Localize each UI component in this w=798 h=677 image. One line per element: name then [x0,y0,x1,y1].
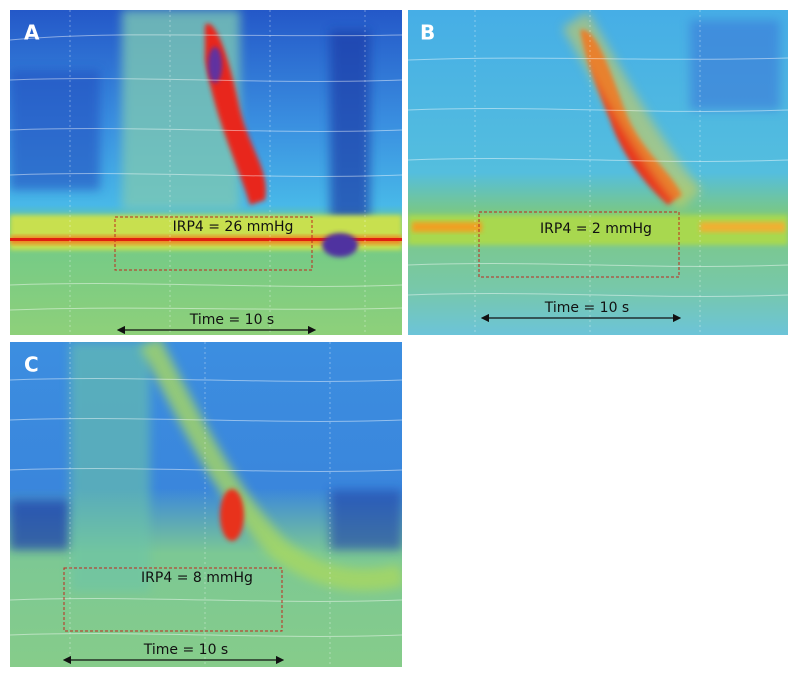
panel-label: A [24,21,40,45]
irp-box [63,567,283,632]
irp-label: IRP4 = 8 mmHg [141,570,253,586]
panel-a [10,10,402,335]
panel-c [10,342,402,667]
irp-label: IRP4 = 26 mmHg [173,219,294,235]
time-label: Time = 10 s [143,642,228,658]
irp-box [478,211,680,278]
panel-label: B [420,21,435,45]
irp-label: IRP4 = 2 mmHg [540,221,652,237]
time-label: Time = 10 s [189,312,274,328]
panel-b [408,10,788,335]
panel-label: C [24,353,39,377]
time-label: Time = 10 s [544,300,629,316]
